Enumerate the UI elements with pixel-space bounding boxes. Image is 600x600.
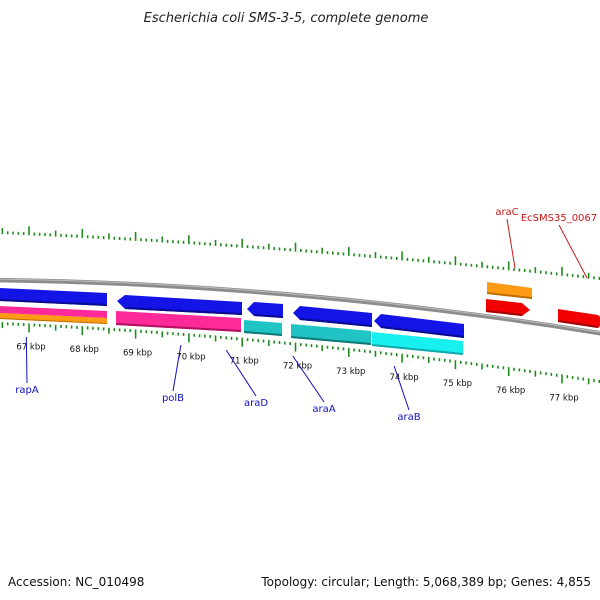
gene-label-leader: [25, 336, 28, 384]
gene-label-leader: [506, 218, 516, 269]
outer-tick-ring: [1, 226, 600, 280]
scale-tick-label: 77 kbp: [549, 393, 578, 403]
scale-tick-label: 70 kbp: [176, 352, 205, 362]
scale-tick-label: 73 kbp: [336, 367, 365, 377]
gene-arad-cds-shade: [244, 331, 282, 336]
scale-tick-labels: 67 kbp 68 kbp 69 kbp 70 kbp 71 kbp 72 kbp 73 k…: [16, 342, 578, 403]
gene-label-leader: [292, 355, 325, 403]
gene-ecsms35-0067-locus-shade: [558, 320, 598, 328]
accession-text: Accession: NC_010498: [8, 575, 144, 589]
scale-tick-label: 69 kbp: [123, 349, 152, 359]
scale-tick-label: 72 kbp: [283, 362, 312, 372]
gene-polb-rna-shade: [116, 323, 241, 332]
gene-label: araA: [312, 404, 335, 415]
scale-tick-ring: [1, 322, 600, 385]
scale-tick-label: 74 kbp: [389, 373, 418, 383]
gene-arab-locus: [374, 314, 464, 338]
scale-tick-label: 75 kbp: [443, 379, 472, 389]
gene-arad-locus: [247, 302, 283, 318]
gene-araa-cds: [291, 324, 371, 345]
gene-arac-cds-shade: [487, 292, 532, 299]
gene-label: EcSMS35_0067: [521, 213, 597, 224]
gene-label: araC: [495, 207, 518, 218]
scale-tick-label: 67 kbp: [16, 342, 45, 352]
gene-label: araB: [397, 412, 420, 423]
gene-arad-locus-shade: [254, 314, 283, 318]
gene-label-leader: [393, 365, 410, 411]
gene-label-leader: [172, 344, 182, 392]
gene-polb-rna: [116, 311, 241, 332]
gene-arab-cds-shade: [372, 344, 463, 355]
gene-rapa-rna: [0, 306, 107, 318]
scale-tick-label: 68 kbp: [70, 345, 99, 355]
gene-arac-locus-shade: [486, 310, 522, 316]
gene-label: polB: [162, 393, 184, 404]
feature-track-forward: [486, 282, 600, 328]
gene-label: rapA: [15, 385, 39, 396]
scale-tick-label: 76 kbp: [496, 386, 525, 396]
gene-rapa-cds-shade: [0, 318, 107, 324]
gene-rapa-locus-shade: [0, 299, 107, 306]
feature-track-reverse: [0, 288, 464, 355]
gene-araa-locus-shade: [300, 318, 372, 327]
genome-backbone: [0, 277, 600, 336]
gene-araa-locus: [293, 306, 372, 327]
gene-label-leader: [225, 349, 257, 397]
gene-arab-cds: [372, 332, 463, 355]
scale-tick-label: 71 kbp: [230, 357, 259, 367]
gene-label-leader: [558, 224, 588, 279]
map-title: Escherichia coli SMS-3-5, complete genom…: [144, 11, 429, 26]
genome-backbone-highlight: [0, 278, 600, 333]
gene-rapa-cds: [0, 313, 107, 324]
gene-polb-locus-shade: [125, 307, 242, 315]
gene-araa-cds-shade: [291, 336, 371, 345]
gene-arab-locus-shade: [381, 326, 464, 338]
gene-polb-locus: [117, 295, 242, 315]
genome-summary-text: Topology: circular; Length: 5,068,389 bp…: [260, 575, 591, 589]
gene-label: araD: [244, 398, 268, 409]
